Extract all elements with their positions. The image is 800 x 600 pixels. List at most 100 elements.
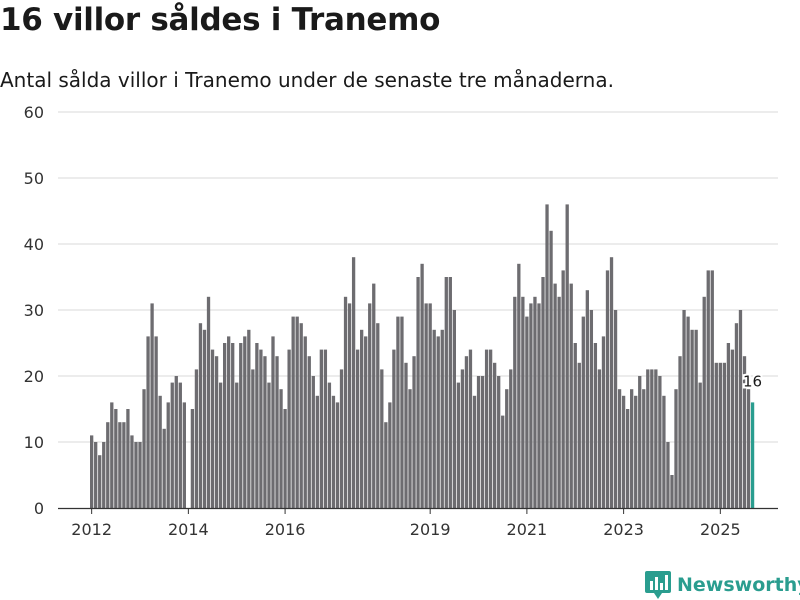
bar — [472, 395, 477, 508]
bar — [299, 323, 303, 508]
x-tick-label: 2014 — [168, 520, 209, 539]
x-tick-label: 2016 — [265, 520, 306, 539]
bar — [589, 310, 594, 508]
bar — [303, 336, 307, 508]
bar — [730, 349, 735, 508]
bar — [355, 349, 360, 508]
bar — [738, 310, 743, 508]
bar — [625, 409, 630, 508]
bar — [746, 389, 751, 508]
bar — [525, 316, 529, 508]
bar — [569, 283, 573, 508]
bar — [581, 316, 585, 508]
bar — [243, 336, 247, 508]
bar — [319, 349, 324, 508]
bar — [130, 435, 134, 508]
bar — [404, 362, 408, 508]
bar — [480, 376, 485, 508]
bar — [388, 402, 392, 508]
bar — [400, 316, 404, 508]
bar — [380, 369, 384, 508]
bar — [650, 369, 654, 508]
bar — [674, 389, 678, 508]
bar — [331, 395, 336, 508]
bar — [464, 356, 469, 508]
bar — [138, 442, 142, 508]
bar — [150, 303, 154, 508]
bar — [714, 362, 718, 508]
newsworthy-logo-icon — [645, 571, 671, 599]
bar — [158, 395, 162, 508]
bar — [275, 356, 279, 508]
bar — [444, 277, 448, 508]
bar — [609, 257, 614, 508]
bar — [396, 316, 400, 508]
bar — [218, 382, 223, 508]
bar — [428, 303, 432, 508]
bar — [251, 369, 255, 508]
bar — [146, 336, 150, 508]
bar — [174, 376, 178, 508]
bar — [198, 323, 203, 508]
bar — [118, 422, 122, 508]
bar — [666, 442, 670, 508]
bar — [734, 323, 739, 508]
bar — [440, 329, 444, 508]
bar — [710, 270, 714, 508]
bar — [351, 257, 356, 508]
bar — [698, 382, 702, 508]
bar — [291, 316, 295, 508]
bar — [279, 389, 283, 508]
bar — [545, 204, 549, 508]
bar — [501, 415, 505, 508]
bar — [372, 283, 376, 508]
bar — [114, 409, 118, 508]
bar — [210, 349, 215, 508]
bar — [549, 230, 553, 509]
bar — [605, 270, 610, 508]
bar — [565, 204, 569, 508]
bar — [384, 422, 388, 508]
bar — [573, 343, 577, 508]
bar — [658, 376, 662, 508]
bar — [263, 356, 267, 508]
bar — [617, 389, 622, 508]
bar — [106, 422, 110, 508]
bar — [154, 336, 158, 508]
bar — [98, 455, 102, 508]
y-tick-label: 20 — [24, 367, 44, 386]
chart-title: 16 villor såldes i Tranemo — [0, 2, 441, 38]
bar — [190, 409, 195, 508]
bar — [517, 263, 521, 508]
brand-name: Newsworthy — [677, 574, 800, 596]
bar — [678, 356, 682, 508]
bar — [271, 336, 275, 508]
x-tick-label: 2025 — [700, 520, 741, 539]
bar — [307, 356, 311, 508]
bar — [412, 356, 416, 508]
bar — [364, 336, 368, 508]
bar — [295, 316, 299, 508]
bar — [642, 389, 646, 508]
bar — [432, 329, 436, 508]
x-tick-label: 2021 — [507, 520, 548, 539]
bar — [452, 310, 456, 508]
bar — [202, 329, 207, 508]
bar — [694, 329, 698, 508]
bar — [102, 442, 106, 508]
y-tick-label: 50 — [24, 169, 44, 188]
bar — [283, 409, 287, 508]
y-tick-label: 30 — [24, 301, 44, 320]
bar — [134, 442, 138, 508]
bar — [227, 336, 231, 508]
bar — [178, 382, 182, 508]
bar — [424, 303, 428, 508]
bar — [484, 349, 489, 508]
bar — [541, 277, 545, 508]
bar — [287, 349, 291, 508]
bar — [376, 323, 380, 508]
bar — [311, 376, 315, 508]
bar — [166, 402, 170, 508]
bar — [533, 296, 537, 508]
bar — [194, 369, 199, 508]
